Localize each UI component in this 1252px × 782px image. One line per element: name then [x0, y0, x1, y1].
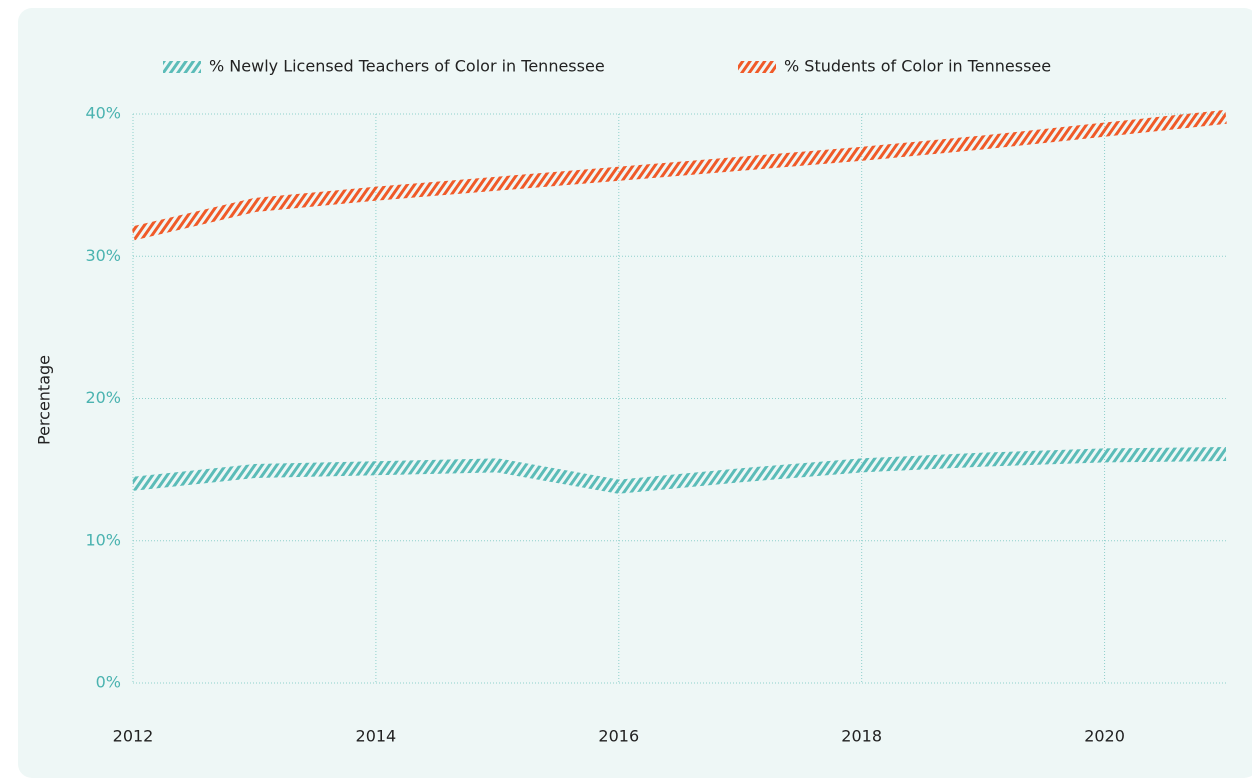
series-line [131, 109, 1227, 241]
y-tick-label: 10% [85, 530, 121, 549]
x-tick-label: 2014 [356, 727, 397, 746]
y-tick-label: 40% [85, 104, 121, 123]
series-line [132, 446, 1227, 494]
panel [18, 8, 1252, 778]
legend-label: % Newly Licensed Teachers of Color in Te… [209, 57, 605, 76]
x-tick-label: 2016 [598, 727, 639, 746]
x-tick-label: 2012 [113, 727, 154, 746]
y-tick-label: 20% [85, 388, 121, 407]
y-axis-label: Percentage [35, 355, 54, 445]
x-tick-label: 2018 [841, 727, 882, 746]
x-tick-label: 2020 [1084, 727, 1125, 746]
y-tick-label: 30% [85, 246, 121, 265]
legend-label: % Students of Color in Tennessee [784, 57, 1051, 76]
legend-swatch [163, 61, 201, 73]
legend-swatch [738, 61, 776, 73]
y-tick-label: 0% [96, 673, 121, 692]
